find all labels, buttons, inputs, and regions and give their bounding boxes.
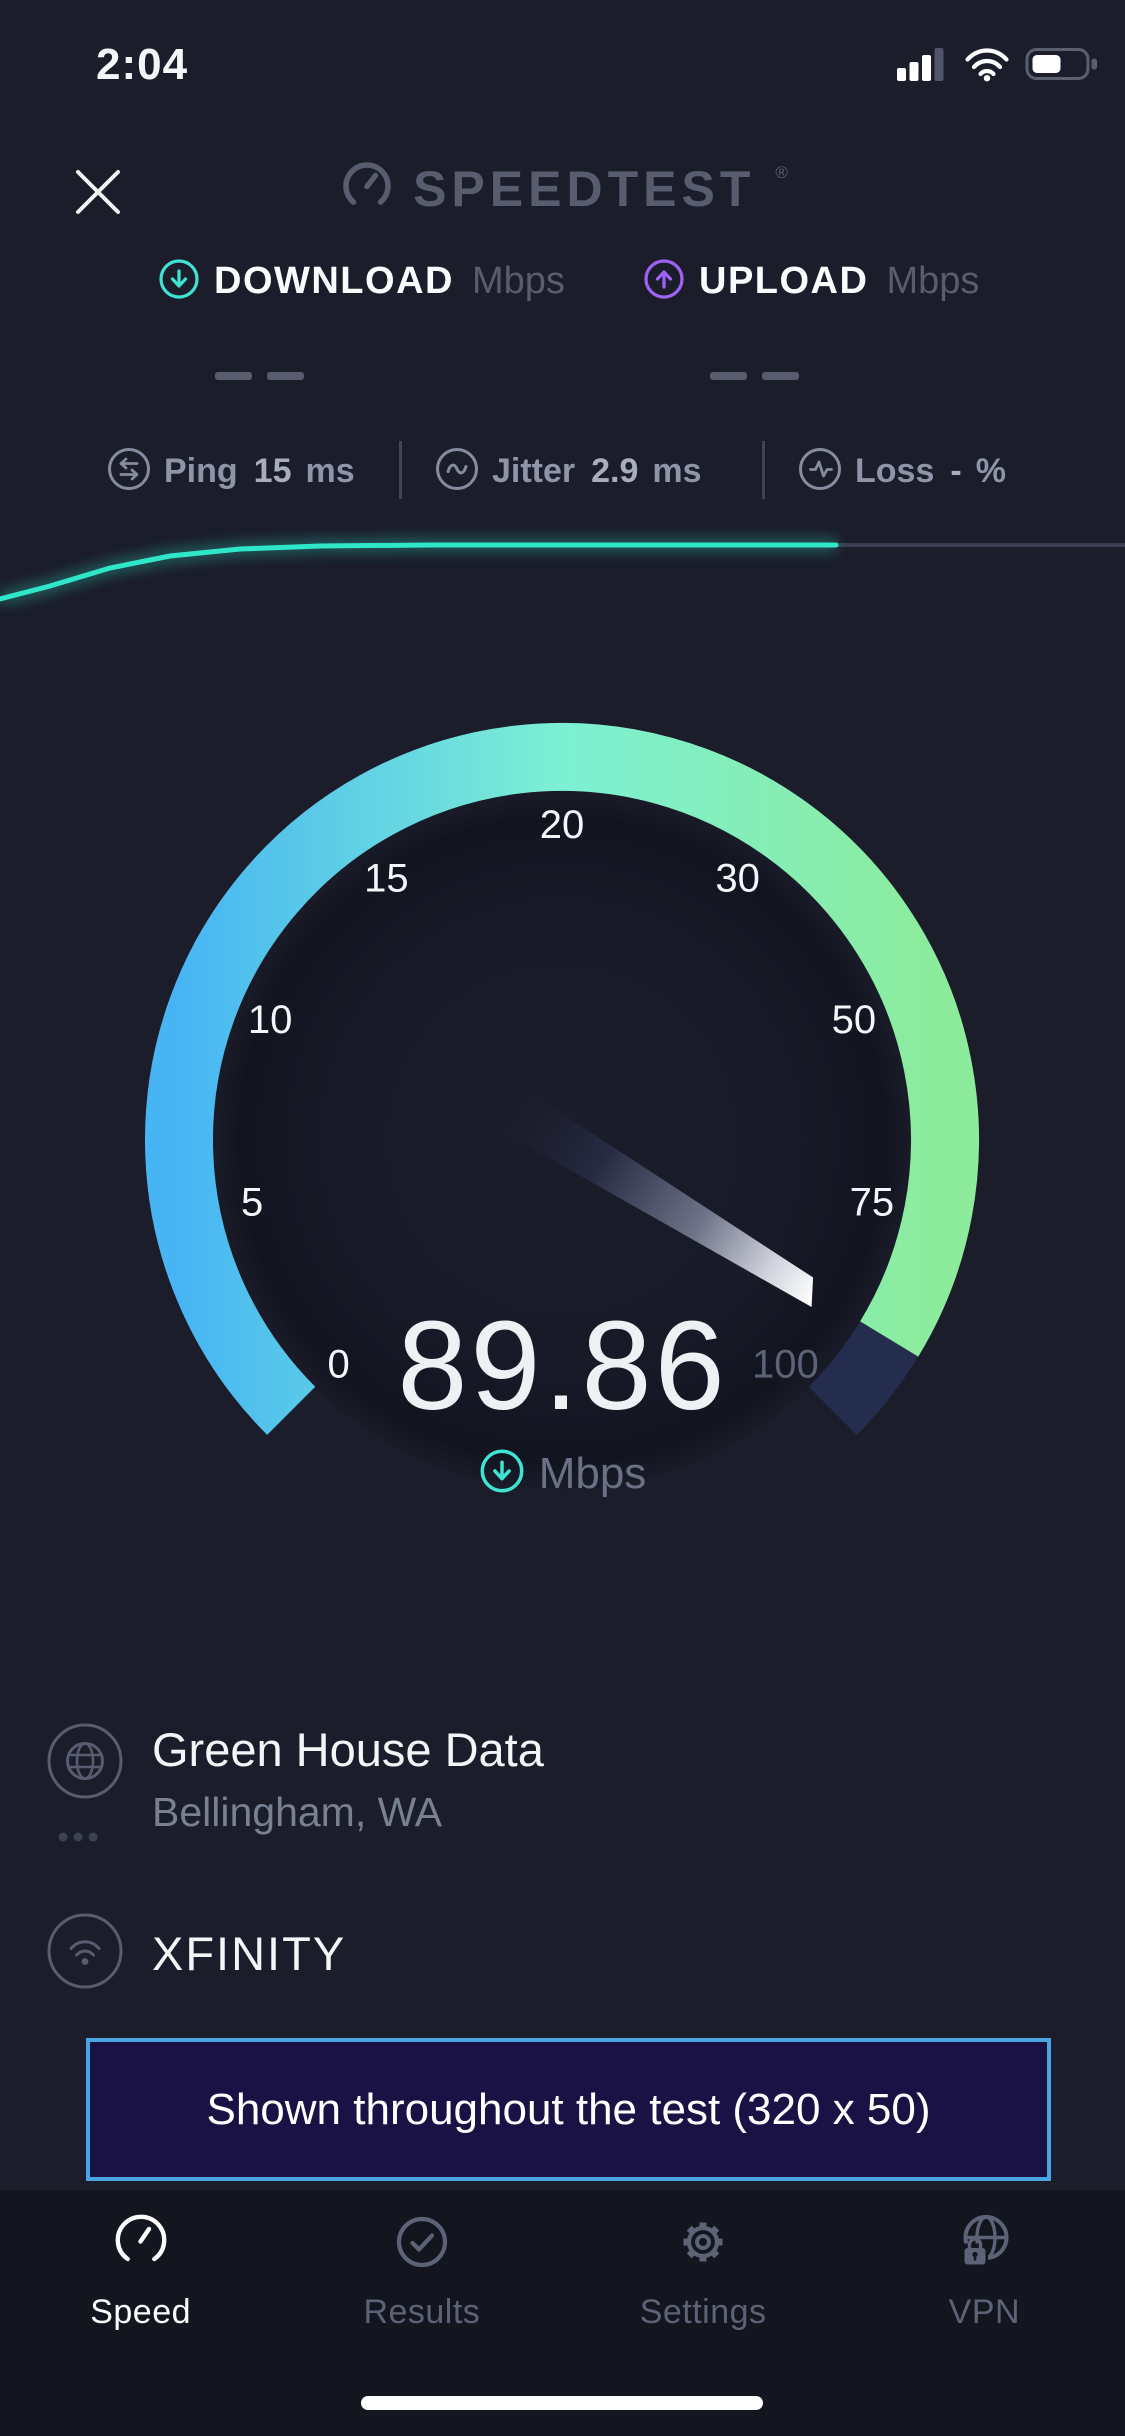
divider [762,441,765,499]
battery-icon [1025,46,1103,87]
gauge-tick-label: 100 [752,1342,819,1386]
jitter-metric: Jitter 2.9 ms [434,446,702,497]
loss-metric: Loss - % [797,446,1006,497]
download-label: DOWNLOAD [214,260,454,302]
wifi-circle-icon [46,1912,124,1995]
gauge-tick-label: 5 [241,1181,263,1225]
status-time: 2:04 [96,40,189,89]
loss-value: - [950,452,962,490]
tab-bar: Speed Results [0,2190,1125,2436]
download-unit: Mbps [471,260,565,302]
upload-arrow-icon [643,258,685,305]
status-icons [897,46,1103,87]
server-location: Bellingham, WA [152,1789,443,1835]
jitter-icon [434,446,480,497]
placeholder-dash [710,372,747,380]
ping-icon [106,446,152,497]
tab-settings-label: Settings [639,2293,767,2331]
download-arrow-icon [158,258,200,305]
ping-unit: ms [305,452,355,490]
jitter-value: 2.9 [591,452,639,490]
loss-unit: % [975,452,1006,490]
tab-speed[interactable]: Speed [0,2190,281,2436]
gauge-tick-label: 15 [364,856,409,900]
cellular-signal-icon [897,46,949,87]
tab-vpn-label: VPN [948,2293,1021,2331]
download-arrow-icon [479,1448,525,1499]
isp-name: XFINITY [152,1927,347,1980]
logo-wordmark: SPEEDTEST [413,160,756,217]
ad-banner[interactable]: Shown throughout the test (320 x 50) [86,2038,1051,2181]
current-speed-unit: Mbps [538,1448,647,1498]
placeholder-dash [762,372,799,380]
server-name: Green House Data [152,1723,544,1776]
vpn-globe-lock-icon [952,2210,1016,2279]
download-header: DOWNLOAD Mbps [158,258,565,305]
placeholder-dash [215,372,252,380]
placeholder-dash [267,372,304,380]
gauge-tick-label: 75 [850,1181,895,1225]
speed-gauge: 0 5 10 15 20 30 50 75 100 [145,722,979,1490]
upload-value-placeholder [710,372,799,380]
jitter-label: Jitter [492,452,576,490]
ad-banner-text: Shown throughout the test (320 x 50) [206,2084,931,2134]
server-info: Green House Data Bellingham, WA [46,1722,544,1836]
tab-speed-label: Speed [90,2293,192,2331]
gauge-needle [494,1086,814,1308]
gauge-tick-labels: 0 5 10 15 20 30 50 75 100 [241,803,894,1386]
current-speed-unit-row: Mbps [0,1448,1125,1499]
gauge-tick-label: 30 [715,856,760,900]
tab-settings[interactable]: Settings [563,2190,844,2436]
speed-sparkline-chart [0,539,1125,605]
tab-results-label: Results [363,2293,481,2331]
speed-gauge-icon [109,2210,173,2279]
results-check-icon [390,2210,454,2279]
home-indicator[interactable] [361,2396,763,2410]
latency-row: Ping 15 ms Jitter 2.9 ms [0,441,1125,506]
ellipsis-icon [56,1830,102,1848]
loss-label: Loss [855,452,935,490]
packet-loss-icon [797,446,843,497]
speedtest-logo: SPEEDTEST ® [0,158,1125,219]
gauge-tick-label: 0 [327,1342,349,1386]
close-button[interactable] [70,164,126,220]
gear-icon [671,2210,735,2279]
tab-vpn[interactable]: VPN [844,2190,1125,2436]
ping-label: Ping [164,452,238,490]
gauge-tick-label: 20 [540,803,585,847]
registered-mark: ® [775,162,788,182]
tab-results[interactable]: Results [281,2190,562,2436]
gauge-arc-remainder [808,1320,919,1435]
gauge-arc-value [145,722,979,1435]
isp-info: XFINITY [46,1912,346,1995]
speedtest-gauge-icon [339,158,395,219]
ping-metric: Ping 15 ms [106,446,355,497]
globe-icon [46,1722,124,1805]
close-icon [70,170,126,224]
jitter-unit: ms [652,452,702,490]
current-speed-value: 89.86 [397,1295,728,1436]
gauge-tick-label: 50 [832,998,877,1042]
gauge-tick-label: 10 [248,998,293,1042]
upload-unit: Mbps [886,260,980,302]
download-value-placeholder [215,372,304,380]
ping-value: 15 [253,452,292,490]
divider [399,441,402,499]
upload-label: UPLOAD [699,260,869,302]
wifi-icon [963,46,1011,87]
upload-header: UPLOAD Mbps [643,258,979,305]
